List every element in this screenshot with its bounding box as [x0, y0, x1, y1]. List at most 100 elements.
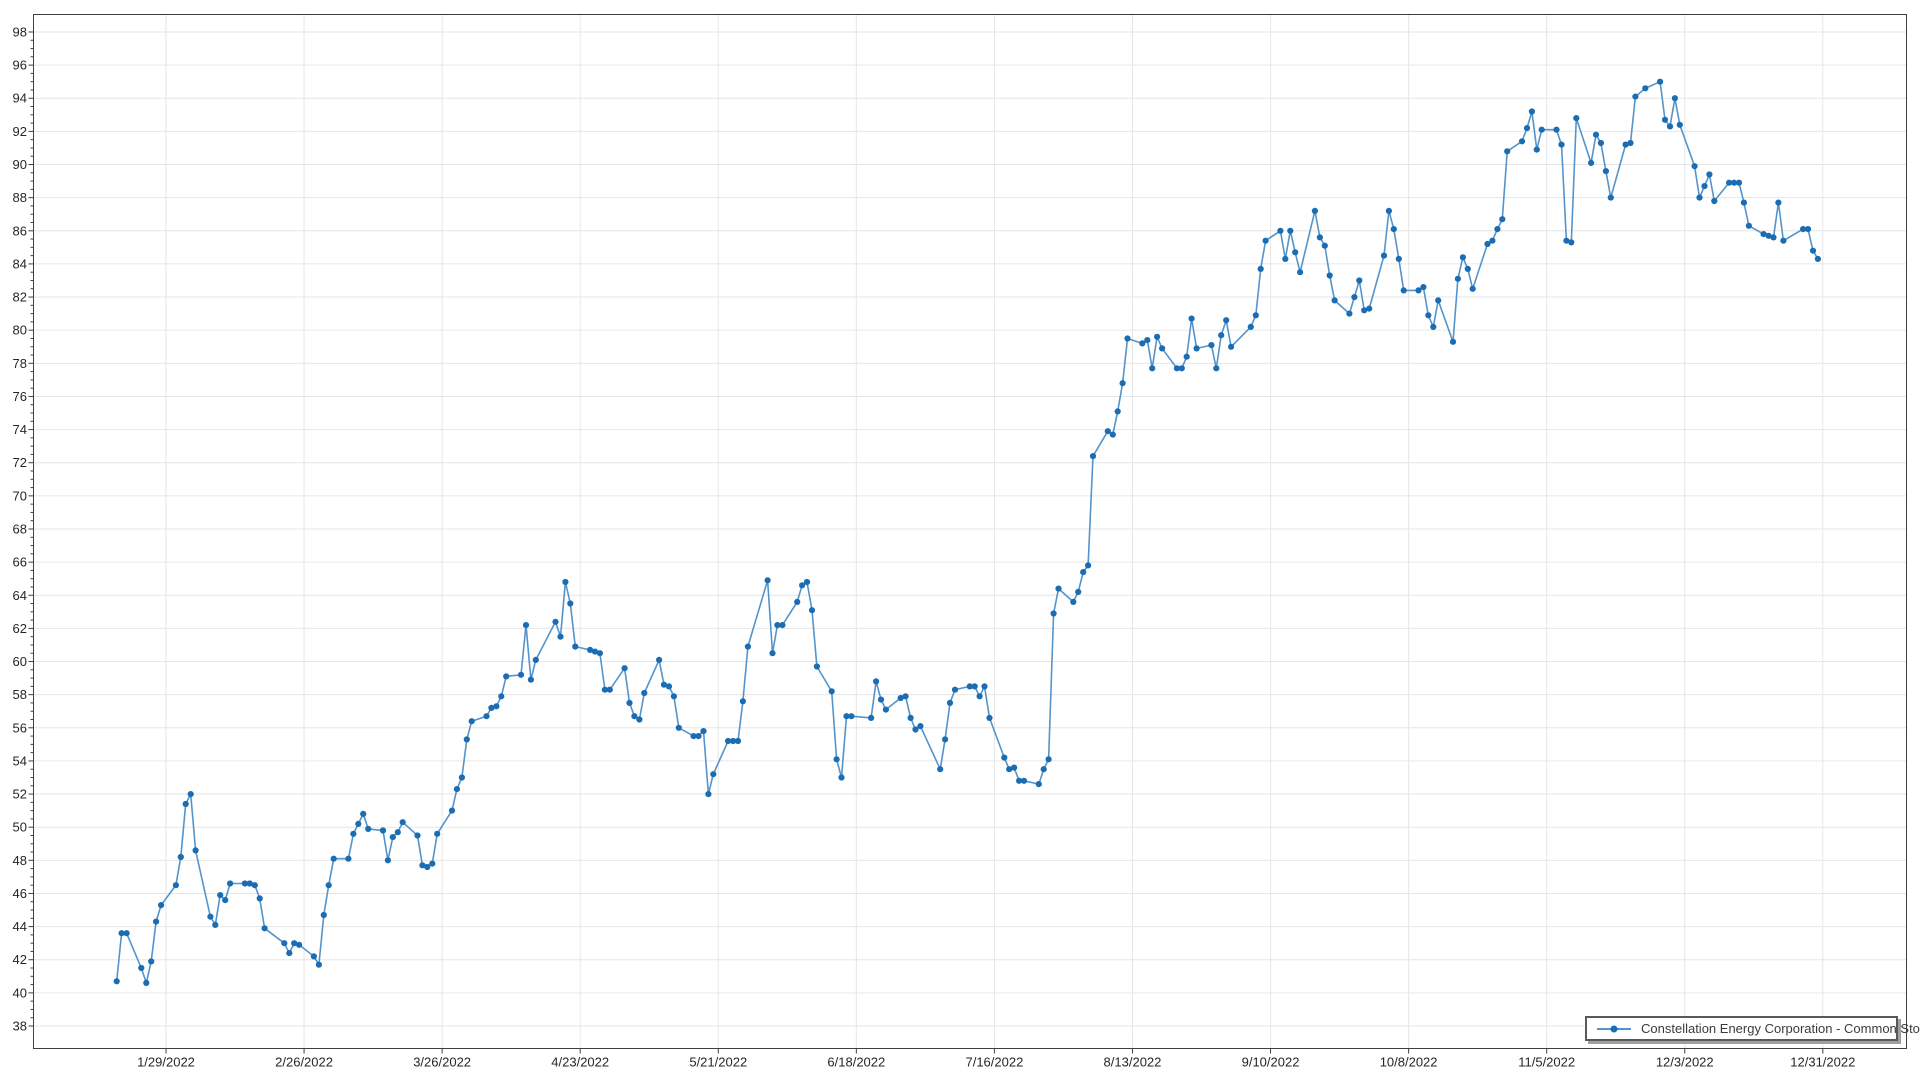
data-point — [656, 656, 663, 664]
svg-text:70: 70 — [13, 488, 27, 503]
data-point — [1183, 353, 1190, 360]
data-point — [1459, 254, 1466, 261]
data-point — [1178, 365, 1185, 372]
svg-text:84: 84 — [13, 256, 27, 271]
data-point — [1149, 365, 1156, 372]
data-point — [946, 699, 954, 707]
plot-border — [33, 14, 1907, 1049]
data-point — [601, 686, 609, 693]
data-point — [222, 897, 229, 904]
svg-text:11/5/2022: 11/5/2022 — [1518, 1055, 1575, 1070]
data-point — [1085, 562, 1092, 569]
data-point — [207, 913, 214, 920]
data-point — [873, 678, 880, 685]
data-point — [1380, 252, 1388, 259]
legend-series-label: Constellation Energy Corporation - Commo… — [1641, 1021, 1920, 1036]
data-point — [937, 766, 944, 773]
data-point — [621, 665, 628, 672]
data-point — [1607, 194, 1614, 201]
data-point — [1001, 754, 1008, 761]
data-point — [463, 736, 470, 743]
data-point — [503, 673, 510, 680]
data-point — [1173, 365, 1180, 372]
data-point — [1287, 227, 1294, 234]
data-point — [660, 681, 668, 688]
svg-text:94: 94 — [13, 91, 27, 106]
data-point — [1691, 163, 1698, 170]
data-point — [1464, 265, 1471, 272]
y-axis-tick-labels: 38 40 42 44 46 48 50 52 54 56 58 60 62 64 66 68 70 72 74 76… — [13, 24, 27, 1033]
data-point — [1109, 431, 1116, 438]
data-point — [725, 737, 732, 745]
svg-text:98: 98 — [13, 24, 27, 39]
data-point — [1765, 232, 1772, 239]
data-point — [552, 618, 559, 625]
data-point — [143, 979, 150, 987]
data-point — [1731, 179, 1738, 186]
data-point — [345, 855, 352, 862]
data-point — [799, 582, 806, 589]
data-point — [912, 726, 919, 733]
svg-text:4/23/2022: 4/23/2022 — [551, 1055, 609, 1070]
data-point — [493, 703, 500, 710]
data-point — [606, 686, 613, 693]
svg-text:5/21/2022: 5/21/2022 — [689, 1055, 747, 1070]
price-line — [115, 80, 1819, 984]
data-point — [1745, 222, 1752, 229]
data-point — [1597, 139, 1604, 147]
data-point — [241, 880, 248, 887]
svg-text:12/3/2022: 12/3/2022 — [1656, 1055, 1714, 1070]
data-point — [951, 686, 959, 693]
data-point — [1055, 585, 1062, 592]
data-point — [1809, 247, 1817, 254]
data-point — [1573, 115, 1580, 122]
svg-text:90: 90 — [13, 157, 27, 172]
data-point — [1770, 234, 1777, 241]
data-point — [1735, 179, 1743, 186]
data-point — [1528, 108, 1535, 115]
data-point — [596, 650, 604, 657]
data-point — [148, 958, 155, 965]
data-point — [1780, 237, 1787, 244]
data-point — [1563, 237, 1570, 244]
data-point — [567, 600, 574, 607]
data-point — [1499, 216, 1506, 223]
data-point — [1588, 159, 1595, 166]
data-point — [631, 713, 638, 720]
svg-text:74: 74 — [13, 422, 27, 437]
data-point — [675, 724, 682, 731]
svg-text:76: 76 — [13, 389, 27, 404]
data-point — [942, 736, 949, 743]
data-point — [641, 689, 648, 697]
data-point — [394, 829, 401, 836]
data-point — [848, 713, 855, 720]
svg-text:12/31/2022: 12/31/2022 — [1790, 1055, 1855, 1070]
data-point — [1676, 121, 1683, 128]
svg-text:66: 66 — [13, 555, 27, 570]
data-point — [1104, 428, 1111, 435]
y-gridlines — [33, 31, 1907, 1027]
data-point — [1814, 255, 1821, 262]
data-point — [429, 860, 436, 867]
data-point — [670, 693, 678, 700]
data-point — [808, 607, 816, 614]
data-point — [1415, 287, 1422, 294]
data-point — [434, 830, 441, 837]
x-gridlines — [165, 14, 1824, 1049]
data-point — [424, 863, 431, 871]
data-point — [1139, 340, 1146, 347]
data-point — [1385, 207, 1392, 214]
data-point — [976, 693, 983, 700]
data-point — [769, 650, 776, 657]
data-point — [1188, 315, 1195, 322]
data-point — [774, 622, 781, 629]
data-point — [389, 834, 396, 841]
data-point — [739, 698, 747, 705]
data-point — [1089, 453, 1097, 460]
data-point — [158, 902, 165, 909]
svg-text:56: 56 — [13, 720, 27, 735]
data-point — [1469, 285, 1476, 292]
data-point — [1346, 310, 1353, 317]
data-point — [123, 930, 130, 937]
data-point — [251, 882, 258, 889]
